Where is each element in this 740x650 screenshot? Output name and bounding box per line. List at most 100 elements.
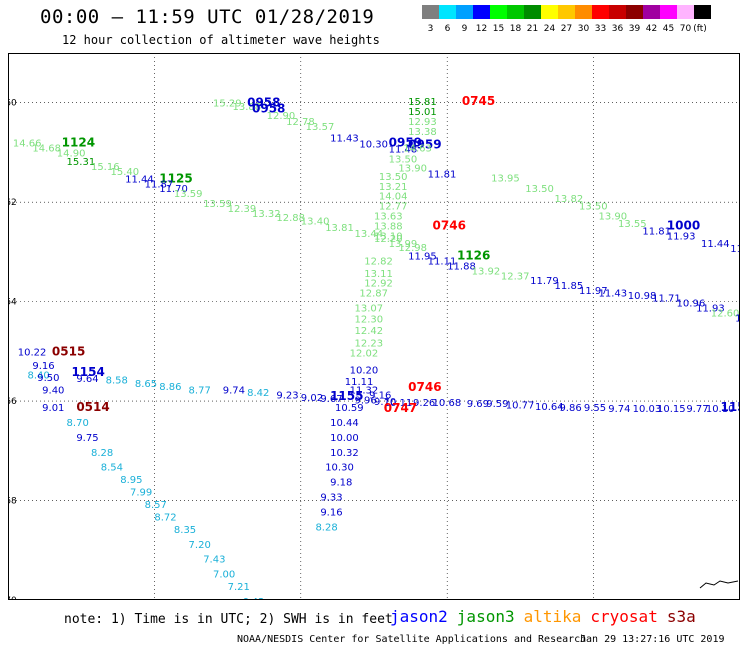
- wave-height-value: 10.22: [18, 347, 47, 358]
- pass-time-label: 0746: [408, 380, 441, 394]
- satellite-legend-item: altika: [523, 607, 582, 626]
- wave-height-value: 13.57: [306, 122, 335, 133]
- color-scale-label: 21: [526, 24, 539, 34]
- wave-height-value: 11.81: [428, 169, 457, 180]
- pass-time-label: 1156: [720, 400, 740, 414]
- wave-height-value: 12.30: [354, 315, 383, 326]
- color-scale-label: 12: [475, 24, 488, 34]
- color-scale-label: 33: [594, 24, 607, 34]
- wave-height-value: 12.93: [408, 117, 437, 128]
- color-scale-label: 45: [662, 24, 675, 34]
- wave-height-value: 13.50: [389, 154, 418, 165]
- latitude-tick-label: -70: [8, 596, 17, 600]
- color-swatch: [473, 5, 490, 19]
- wave-height-value: 13.44: [354, 229, 383, 240]
- wave-height-value: 10.10: [706, 404, 735, 415]
- color-swatch: [490, 5, 507, 19]
- satellite-legend-item: cryosat: [590, 607, 658, 626]
- wave-height-value: 13.10: [374, 231, 403, 242]
- wave-height-value: 13.59: [174, 189, 203, 200]
- color-scale-label: 39: [628, 24, 641, 34]
- wave-height-value: 9.23: [276, 391, 298, 402]
- color-swatch: [626, 5, 643, 19]
- wave-height-value: 9.86: [559, 403, 581, 414]
- wave-height-value: 11.81: [642, 227, 671, 238]
- wave-height-value: 10.30: [325, 463, 354, 474]
- pass-time-label: 0515: [52, 344, 85, 358]
- latitude-tick-label: -62: [8, 198, 17, 208]
- wave-height-value: 11.11: [345, 377, 374, 388]
- wave-height-value: 13.50: [525, 184, 554, 195]
- satellite-legend-item: jason3: [456, 607, 515, 626]
- wave-height-value: 12.90: [267, 111, 296, 122]
- color-swatch: [677, 5, 694, 19]
- color-scale-label: 6: [444, 24, 451, 34]
- wave-height-value: 14.04: [379, 192, 408, 203]
- color-scale-label: 18: [509, 24, 522, 34]
- wave-height-value: 10.96: [677, 299, 706, 310]
- wave-height-value: 8.54: [101, 463, 123, 474]
- wave-height-value: 11.61: [730, 244, 740, 255]
- wave-height-value: 9.69: [467, 399, 489, 410]
- color-swatch: [524, 5, 541, 19]
- wave-height-value: 11.88: [447, 261, 476, 272]
- wave-height-value: 10.00: [330, 433, 359, 444]
- wave-height-value: 13.99: [389, 239, 418, 250]
- wave-height-value: 7.00: [213, 570, 235, 581]
- wave-height-value: 15.31: [67, 157, 96, 168]
- pass-time-label: 1154: [71, 365, 104, 379]
- wave-height-value: 12.87: [359, 289, 388, 300]
- color-scale-unit: (ft): [693, 24, 707, 34]
- wave-height-value: 9.74: [223, 386, 245, 397]
- color-swatch: [643, 5, 660, 19]
- wave-height-value: 12.78: [286, 117, 315, 128]
- color-scale-label: 42: [645, 24, 658, 34]
- wave-height-value: 9.74: [608, 404, 630, 415]
- satellite-legend-item: s3a: [666, 607, 696, 626]
- wave-height-value: 9.16: [369, 391, 391, 402]
- wave-height-value: 12.88: [276, 213, 305, 224]
- wave-height-value: 13.50: [579, 202, 608, 213]
- color-scale-label: 70: [679, 24, 692, 34]
- wave-height-value: 15.40: [110, 167, 139, 178]
- wave-height-value: 11.97: [579, 286, 608, 297]
- color-scale-label: 15: [492, 24, 505, 34]
- generated-timestamp: Jan 29 13:27:16 UTC 2019: [580, 634, 725, 645]
- wave-height-value: 7.20: [189, 540, 211, 551]
- wave-height-value: 8.42: [247, 388, 269, 399]
- map-tick-labels: -90-87-84-81-78-75-60-62-64-66-68-70: [8, 99, 17, 600]
- wave-height-value: 9.59: [486, 399, 508, 410]
- wave-height-value: 9.77: [686, 404, 708, 415]
- wave-height-value: 13.32: [252, 209, 281, 220]
- wave-height-value: 11.98: [735, 314, 740, 325]
- wave-height-value: 8.72: [154, 512, 176, 523]
- wave-height-value: 8.35: [174, 525, 196, 536]
- wave-height-value: 10.32: [330, 448, 359, 459]
- wave-height-value: 13.92: [472, 266, 501, 277]
- pass-time-label: 1155: [330, 389, 363, 403]
- wave-height-value: 13.90: [398, 163, 427, 174]
- wave-height-value: 12.60: [711, 309, 740, 320]
- altimeter-map: -90-87-84-81-78-75-60-62-64-66-68-70 14.…: [8, 53, 740, 600]
- wave-height-value: 7.21: [228, 582, 250, 593]
- wave-height-value: 12.77: [379, 202, 408, 213]
- wave-height-value: 10.11: [384, 398, 413, 409]
- wave-height-value: 11.95: [408, 251, 437, 262]
- wave-height-value: 11.44: [125, 174, 154, 185]
- wave-height-value: 11.32: [350, 386, 379, 397]
- pass-time-label: 0959: [389, 135, 422, 149]
- wave-height-value: 9.16: [320, 507, 342, 518]
- color-swatch: [694, 5, 711, 19]
- coastline: [699, 580, 739, 589]
- wave-height-value: 10.98: [628, 291, 657, 302]
- wave-height-value: 11.11: [428, 256, 457, 267]
- latitude-tick-label: -60: [8, 99, 17, 109]
- wave-height-value: 9.16: [32, 361, 54, 372]
- wave-height-value: 9.67: [320, 394, 342, 405]
- wave-height-value: 13.21: [379, 182, 408, 193]
- latitude-tick-label: -68: [8, 497, 17, 507]
- wave-height-value: 10.77: [506, 401, 535, 412]
- wave-height-value: 8.86: [159, 382, 181, 393]
- wave-height-value: 13.63: [374, 212, 403, 223]
